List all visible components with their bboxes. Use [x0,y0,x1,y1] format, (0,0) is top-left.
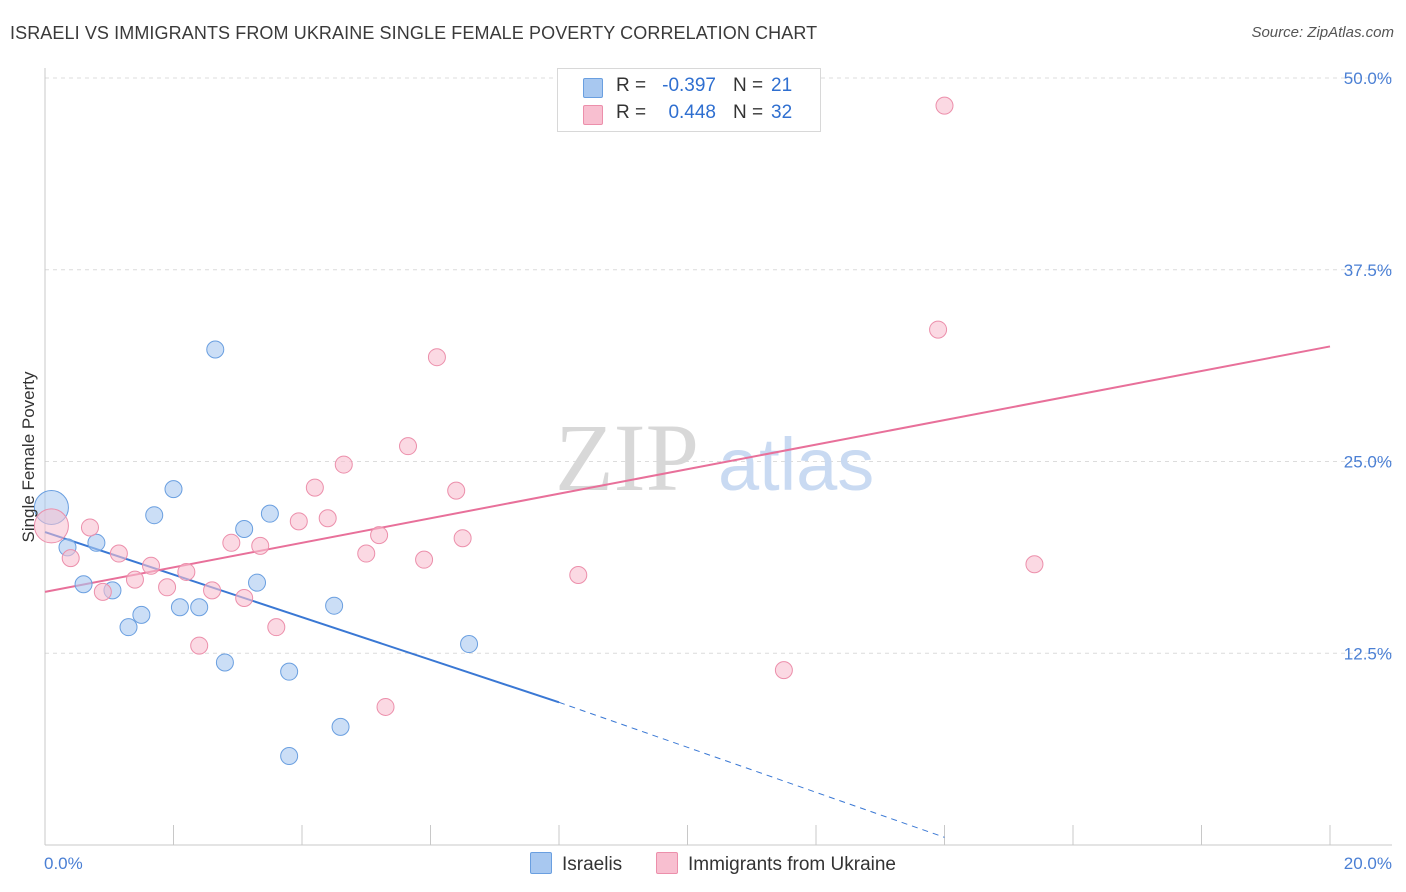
point-israelis [74,575,93,594]
legend-n-label: N = [733,75,764,96]
point-ukraine [33,508,69,544]
point-ukraine [357,544,376,563]
legend-swatch-ukraine [583,105,603,125]
point-israelis [87,533,106,552]
point-israelis [132,605,151,624]
bottom-legend-ukraine: Immigrants from Ukraine [656,852,896,876]
watermark-atlas: atlas [718,423,874,506]
axes [44,68,1392,846]
y-axis-title: Single Female Poverty [19,371,38,543]
point-ukraine [929,320,948,339]
legend-r-value: -0.397 [662,75,716,96]
trend-line-extension [558,701,945,838]
legend-r-value: 0.448 [668,102,716,123]
y-tick-label: 50.0% [1344,69,1392,88]
trend-line-ukraine [44,345,1331,593]
legend-n-value: 21 [771,75,793,96]
point-ukraine [109,544,128,563]
point-israelis [235,519,254,538]
point-ukraine [447,481,466,500]
bottom-legend-label: Israelis [562,854,623,875]
point-ukraine [61,549,80,568]
point-israelis [331,717,350,736]
bottom-legend-israelis: Israelis [530,852,622,876]
y-tick-label: 25.0% [1344,453,1392,472]
point-ukraine [177,562,196,581]
point-israelis [460,635,479,654]
point-ukraine [370,526,389,545]
point-israelis [325,596,344,615]
legend-swatch-israelis [583,78,603,98]
point-israelis [119,618,138,637]
watermark-zip: ZIP [555,404,699,511]
point-israelis [170,598,189,617]
point-israelis [164,480,183,499]
source-label: Source: ZipAtlas.com [1251,24,1394,41]
x-tick-label: 20.0% [1344,854,1392,873]
legend-r-label: R = [616,102,647,123]
point-ukraine [376,697,395,716]
point-ukraine [80,518,99,537]
point-ukraine [399,437,418,456]
trend-line-israelis [44,531,560,704]
correlation-legend: R = -0.397 N = 21 R = 0.448 N = 32 [557,68,821,132]
point-ukraine [318,509,337,528]
point-ukraine [1025,555,1044,574]
point-ukraine [267,618,286,637]
point-ukraine [569,566,588,585]
point-ukraine [93,582,112,601]
legend-row-israelis: R = -0.397 N = 21 [558,75,820,101]
y-tick-label: 37.5% [1344,261,1392,280]
point-israelis [280,747,299,766]
point-ukraine [203,581,222,600]
point-ukraine [305,478,324,497]
point-israelis [260,504,279,523]
point-ukraine [125,570,144,589]
legend-row-ukraine: R = 0.448 N = 32 [558,102,820,128]
point-ukraine [158,578,177,597]
point-ukraine [427,348,446,367]
point-ukraine [334,455,353,474]
point-ukraine [142,556,161,575]
point-ukraine [774,661,793,680]
point-ukraine [235,589,254,608]
point-israelis [280,662,299,681]
point-israelis [215,653,234,672]
point-ukraine [222,533,241,552]
point-ukraine [289,512,308,531]
legend-r-label: R = [616,75,647,96]
bottom-legend-swatch-israelis [530,852,552,874]
x-tick-label: 0.0% [44,854,83,873]
point-ukraine [190,636,209,655]
point-ukraine [251,536,270,555]
point-israelis [206,340,225,359]
point-ukraine [935,96,954,115]
chart-title: ISRAELI VS IMMIGRANTS FROM UKRAINE SINGL… [10,23,818,43]
point-israelis [145,506,164,525]
point-israelis [190,598,209,617]
axis-labels: 12.5% 25.0% 37.5% 50.0% 0.0% 20.0% Single Fema… [19,69,1392,873]
bottom-legend-swatch-ukraine [656,852,678,874]
point-israelis [248,573,267,592]
point-ukraine [453,529,472,548]
legend-n-label: N = [733,102,764,123]
scatter-points [33,96,1044,766]
bottom-legend-label: Immigrants from Ukraine [688,854,896,875]
point-ukraine [415,550,434,569]
gridlines [45,77,1392,654]
y-tick-label: 12.5% [1344,644,1392,663]
legend-n-value: 32 [771,102,793,123]
